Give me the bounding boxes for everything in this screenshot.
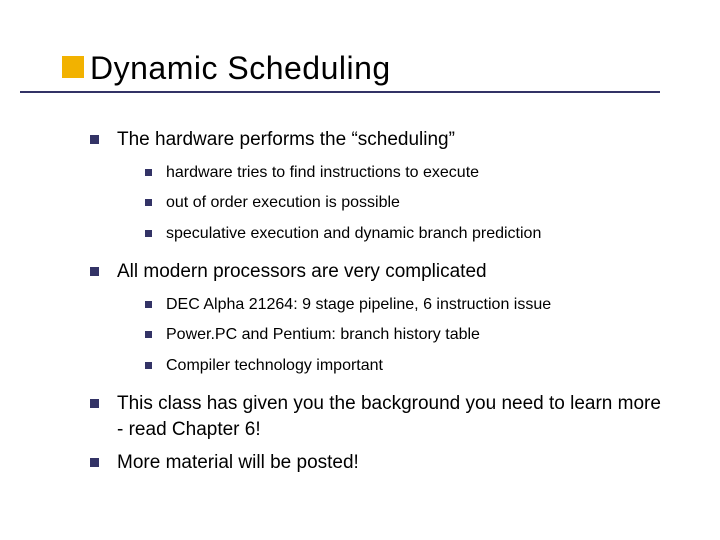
item-text: speculative execution and dynamic branch… [166, 224, 541, 245]
item-text: More material will be posted! [117, 450, 359, 476]
square-bullet-icon [90, 135, 99, 144]
item-text: This class has given you the background … [117, 391, 670, 442]
square-bullet-icon [145, 199, 152, 206]
square-bullet-icon [145, 301, 152, 308]
list-item: speculative execution and dynamic branch… [145, 224, 670, 245]
title-block: Dynamic Scheduling [90, 50, 670, 87]
square-bullet-icon [90, 399, 99, 408]
list-level-1: The hardware performs the “scheduling” [90, 127, 670, 153]
list-item: DEC Alpha 21264: 9 stage pipeline, 6 ins… [145, 295, 670, 316]
list-item: More material will be posted! [90, 450, 670, 476]
square-bullet-icon [145, 362, 152, 369]
item-text: hardware tries to find instructions to e… [166, 163, 479, 184]
slide: Dynamic Scheduling The hardware performs… [0, 0, 720, 540]
list-item: Compiler technology important [145, 356, 670, 377]
item-text: DEC Alpha 21264: 9 stage pipeline, 6 ins… [166, 295, 551, 316]
square-bullet-icon [145, 331, 152, 338]
list-level-1: All modern processors are very complicat… [90, 259, 670, 285]
list-level-2: hardware tries to find instructions to e… [145, 163, 670, 245]
list-item: The hardware performs the “scheduling” [90, 127, 670, 153]
title-underline [20, 91, 660, 93]
square-bullet-icon [145, 169, 152, 176]
square-bullet-icon [90, 267, 99, 276]
content-area: The hardware performs the “scheduling” h… [50, 127, 670, 476]
list-level-2: DEC Alpha 21264: 9 stage pipeline, 6 ins… [145, 295, 670, 377]
list-level-1: This class has given you the background … [90, 391, 670, 476]
list-item: This class has given you the background … [90, 391, 670, 442]
list-item: out of order execution is possible [145, 193, 670, 214]
slide-title: Dynamic Scheduling [90, 50, 670, 87]
square-bullet-icon [90, 458, 99, 467]
list-item: All modern processors are very complicat… [90, 259, 670, 285]
list-item: hardware tries to find instructions to e… [145, 163, 670, 184]
accent-square-icon [62, 56, 84, 78]
square-bullet-icon [145, 230, 152, 237]
item-text: The hardware performs the “scheduling” [117, 127, 455, 153]
item-text: Power.PC and Pentium: branch history tab… [166, 325, 480, 346]
item-text: All modern processors are very complicat… [117, 259, 487, 285]
item-text: out of order execution is possible [166, 193, 400, 214]
item-text: Compiler technology important [166, 356, 383, 377]
list-item: Power.PC and Pentium: branch history tab… [145, 325, 670, 346]
